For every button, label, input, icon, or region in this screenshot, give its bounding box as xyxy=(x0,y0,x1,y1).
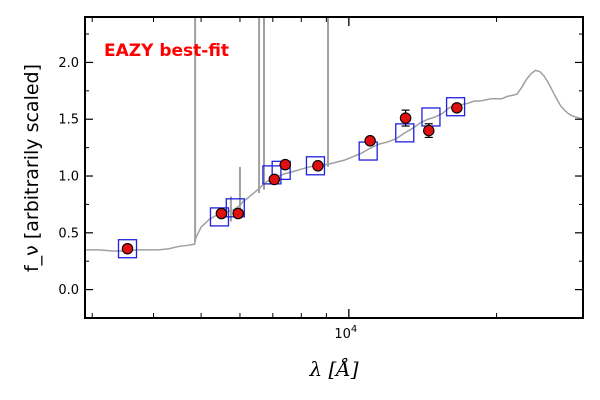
axes-frame xyxy=(84,16,584,319)
model-photometry-box xyxy=(117,239,138,259)
model-spectrum-line xyxy=(85,69,584,252)
x-tick-label: 104 xyxy=(334,324,357,342)
y-tick-label: 1.5 xyxy=(58,113,79,128)
x-axis-label: λ [Å] xyxy=(308,356,358,381)
data-point xyxy=(232,207,244,220)
model-photometry-box xyxy=(395,123,415,143)
data-point xyxy=(279,158,291,171)
data-point xyxy=(312,160,324,172)
data-point xyxy=(399,112,412,124)
data-point xyxy=(215,207,228,220)
model-photometry-box xyxy=(305,156,326,176)
y-tick-label: 1.0 xyxy=(58,170,79,185)
data-point xyxy=(423,124,435,137)
data-point xyxy=(451,102,463,114)
plot-layer xyxy=(85,17,584,259)
data-point xyxy=(364,135,376,147)
y-tick-label: 0.0 xyxy=(58,283,79,298)
data-point xyxy=(121,242,134,255)
y-axis-label: f_ν [arbitrarily scaled] xyxy=(21,64,43,272)
y-tick-label: 0.5 xyxy=(58,226,79,241)
data-point xyxy=(268,173,281,186)
model-photometry-box xyxy=(445,97,466,117)
ticks-layer: 0.0 0.5 1.0 1.5 2.0 104 xyxy=(58,17,584,342)
annotation-label: EAZY best-fit xyxy=(104,41,229,61)
y-tick-label: 2.0 xyxy=(58,56,79,71)
